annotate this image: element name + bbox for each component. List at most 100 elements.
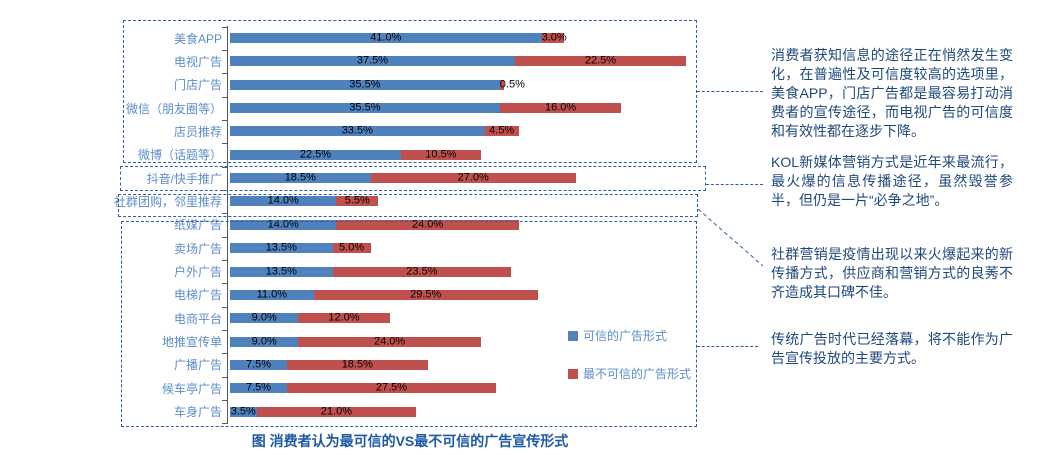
bar-group: 9.0% 12.0% — [230, 311, 390, 324]
bar-trusted-segment: 11.0% — [230, 288, 314, 301]
bar-untrusted-segment: 24.0% — [298, 336, 481, 347]
category-label: 美食APP — [173, 31, 222, 46]
value-label: 22.5% — [584, 54, 617, 67]
bar-trusted-segment: 22.5% — [230, 148, 401, 161]
value-label: 9.0% — [251, 311, 277, 324]
chart-row: 电梯广告 11.0% 29.5% — [0, 283, 538, 306]
category-label: 微博（话题等） — [137, 148, 222, 163]
category-label: 社群团购，邻里推荐 — [113, 194, 222, 209]
chart-row: 广播广告 7.5% 18.5% — [0, 353, 428, 376]
chart-row: 户外广告 13.5% 23.5% — [0, 260, 512, 283]
bar-group: 22.5% 10.5% — [230, 148, 481, 161]
bar-trusted-segment: 35.5% — [230, 102, 500, 114]
value-label: 41.0% — [370, 31, 402, 44]
bar-group: 9.0% 24.0% — [230, 336, 481, 347]
category-label: 候车亭广告 — [161, 381, 222, 396]
category-label: 门店广告 — [173, 78, 222, 93]
legend-label-untrusted: 最不可信的广告形式 — [583, 367, 692, 381]
bar-trusted-segment: 35.5% — [230, 78, 500, 91]
value-label: 21.0% — [320, 405, 352, 418]
connector-line-1 — [697, 91, 763, 92]
bar-group: 13.5% 5.0% — [230, 241, 371, 254]
annotation-traditional-ads: 传统广告时代已经落幕，将不能作为广告宣传投放的主要方式。 — [771, 331, 1013, 366]
category-label: 广播广告 — [173, 358, 222, 373]
value-label: 29.5% — [410, 288, 442, 301]
chart-row: 地推宣传单 9.0% 24.0% — [0, 330, 481, 353]
bar-trusted-segment: 41.0% — [230, 31, 542, 44]
bar-untrusted-segment: 27.0% — [370, 171, 576, 184]
value-label: 27.0% — [457, 171, 489, 184]
bar-group: 14.0% 5.5% — [230, 194, 379, 207]
bar-trusted-segment: 18.5% — [230, 171, 371, 184]
value-label: 5.5% — [344, 194, 370, 207]
bar-untrusted-segment: 27.5% — [287, 381, 496, 394]
legend-swatch-red — [568, 368, 578, 379]
value-label: 33.5% — [341, 124, 373, 137]
value-label: 3.0% — [541, 31, 567, 44]
connector-line-2 — [706, 184, 763, 185]
axis-tick — [222, 236, 227, 238]
value-label: 10.5% — [425, 148, 457, 161]
bar-untrusted-segment: 5.5% — [336, 194, 379, 207]
bar-group: 35.5% 16.0% — [230, 101, 622, 114]
chart-row: 店员推荐 33.5% 4.5% — [0, 120, 519, 143]
value-label: 12.0% — [328, 311, 360, 324]
value-label: 5.0% — [339, 241, 365, 254]
chart-row: 电商平台 9.0% 12.0% — [0, 307, 390, 330]
chart-row: 车身广告 3.5% 21.0% — [0, 400, 417, 423]
group-box-mainstream-channels — [123, 20, 697, 163]
bar-group: 37.5% 22.5% — [230, 54, 686, 67]
axis-tick — [222, 400, 227, 402]
value-label: 18.5% — [284, 171, 316, 184]
axis-tick — [222, 306, 227, 308]
axis-tick — [222, 423, 227, 425]
value-label: 14.0% — [267, 194, 299, 207]
chart-row: 微信（朋友圈等） 35.5% 16.0% — [0, 97, 622, 120]
value-label: 37.5% — [356, 54, 389, 67]
value-label: 27.5% — [375, 381, 408, 394]
bar-trusted-segment: 9.0% — [230, 311, 299, 324]
value-label: 35.5% — [349, 78, 381, 91]
bar-trusted-segment: 13.5% — [230, 242, 333, 254]
value-label: 13.5% — [265, 265, 297, 277]
group-box-kol-channels — [120, 166, 706, 191]
bar-group: 14.0% 24.0% — [230, 218, 519, 231]
connector-line-3 — [698, 209, 764, 267]
value-label: 23.5% — [406, 265, 438, 277]
category-label: 电商平台 — [173, 311, 222, 326]
group-box-community-channels — [118, 194, 698, 217]
chart-row: 电视广告 37.5% 22.5% — [0, 50, 686, 73]
bar-group: 11.0% 29.5% — [230, 288, 538, 301]
bar-untrusted-segment: 16.0% — [499, 101, 622, 114]
value-label: 14.0% — [267, 218, 299, 231]
bar-trusted-segment: 37.5% — [230, 54, 515, 67]
bar-group: 41.0% 3.0% — [230, 31, 567, 44]
category-label: 地推宣传单 — [161, 335, 222, 350]
bar-untrusted-segment: 24.0% — [336, 218, 519, 231]
bar-trusted-segment: 3.5% — [230, 405, 257, 418]
group-box-traditional-channels — [121, 221, 697, 427]
legend-item-trusted: 可信的广告形式 — [568, 327, 691, 344]
bar-trusted-segment: 7.5% — [230, 382, 287, 394]
bar-group: 7.5% 27.5% — [230, 381, 496, 394]
axis-tick — [222, 353, 227, 355]
chart-row: 微博（话题等） 22.5% 10.5% — [0, 143, 481, 166]
bar-group: 18.5% 27.0% — [230, 171, 576, 184]
bar-untrusted-segment: 12.0% — [298, 311, 390, 324]
bar-untrusted-segment: 21.0% — [256, 405, 417, 418]
axis-tick — [222, 260, 227, 261]
category-label: 电视广告 — [173, 54, 222, 69]
value-label: 22.5% — [299, 148, 332, 161]
axis-tick — [222, 283, 227, 285]
bar-untrusted-segment: 5.0% — [332, 241, 371, 254]
value-label: 24.0% — [411, 218, 444, 231]
value-label: 3.5% — [230, 405, 256, 418]
category-axis-line — [227, 26, 228, 424]
bar-group: 33.5% 4.5% — [230, 124, 519, 137]
axis-tick — [222, 96, 227, 98]
annotation-info-channels: 消费者获知信息的途径正在悄然发生变化，在普遍性及可信度较高的选项里，美食APP，… — [771, 47, 1013, 139]
category-label: 抖音/快手推广 — [146, 171, 222, 186]
value-label: 11.0% — [256, 288, 287, 301]
value-label: 16.0% — [544, 101, 577, 114]
